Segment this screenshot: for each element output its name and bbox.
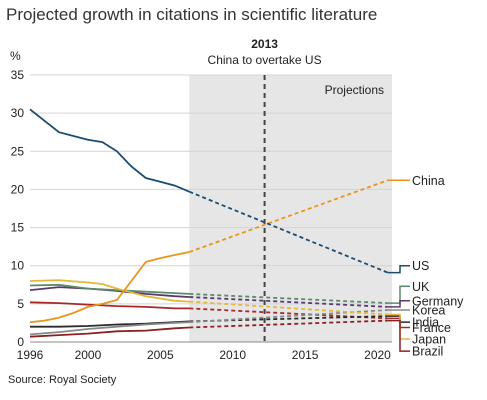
series-projection-uk — [189, 293, 388, 304]
label-connector-germany — [387, 300, 410, 308]
series-line-china — [29, 251, 190, 324]
series-label-china: China — [412, 174, 445, 188]
series-label-us: US — [412, 259, 429, 273]
series-projection-india — [189, 315, 388, 323]
series-line-uk — [29, 283, 190, 295]
series-projection-brazil — [189, 319, 388, 329]
x-tick-label: 2010 — [219, 348, 246, 362]
series-label-france: France — [412, 321, 451, 335]
x-tick-label: 1996 — [17, 348, 44, 362]
y-tick-label: 20 — [11, 182, 25, 196]
x-tick-label: 2005 — [147, 348, 174, 362]
label-connector-us — [387, 264, 410, 274]
series-line-us — [29, 108, 190, 193]
series-label-korea: Korea — [412, 303, 445, 317]
y-tick-label: 10 — [11, 259, 25, 273]
y-tick-label: 15 — [11, 221, 25, 235]
annotation-year: 2013 — [251, 37, 278, 51]
series-line-france — [29, 301, 190, 310]
series-projection-korea — [189, 309, 388, 324]
y-axis-label: % — [10, 49, 21, 63]
chart-source: Source: Royal Society — [8, 374, 117, 386]
y-tick-label: 35 — [11, 68, 25, 82]
series-label-india: India — [412, 316, 439, 330]
series-label-uk: UK — [412, 280, 430, 294]
x-tick-label: 2015 — [292, 348, 319, 362]
series-projection-japan — [189, 300, 388, 316]
label-connector-uk — [387, 285, 410, 304]
series-label-japan: Japan — [412, 332, 446, 346]
chart-title: Projected growth in citations in scienti… — [6, 5, 378, 24]
projections-label: Projections — [325, 83, 384, 97]
series-label-brazil: Brazil — [412, 345, 443, 359]
label-connector-brazil — [387, 319, 410, 352]
series-line-korea — [29, 321, 190, 336]
y-tick-label: 25 — [11, 144, 25, 158]
annotation-text: China to overtake US — [208, 53, 322, 67]
projection-region — [189, 75, 392, 342]
x-tick-label: 2020 — [364, 348, 391, 362]
series-line-japan — [29, 279, 190, 303]
series-label-germany: Germany — [412, 294, 464, 308]
x-tick-label: 2000 — [75, 348, 102, 362]
series-projection-china — [188, 179, 389, 253]
y-tick-label: 5 — [17, 297, 24, 311]
y-tick-label: 0 — [17, 335, 24, 349]
series-projection-us — [188, 190, 389, 274]
series-projection-germany — [189, 296, 388, 308]
series-projection-france — [189, 307, 388, 320]
y-tick-label: 30 — [11, 106, 25, 120]
series-line-brazil — [29, 326, 190, 338]
